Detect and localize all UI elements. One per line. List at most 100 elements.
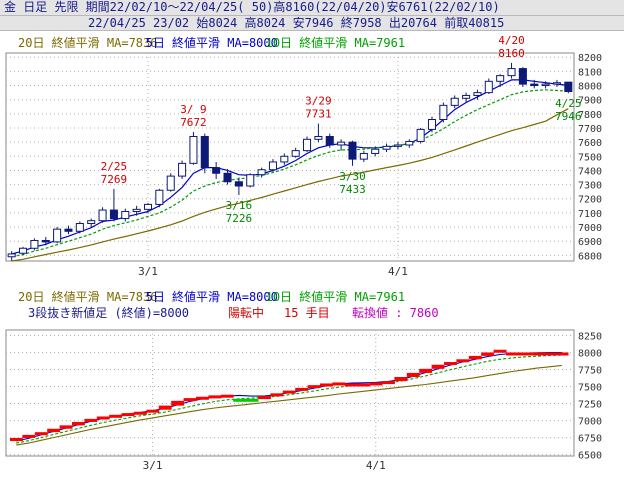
candle [314, 135, 323, 140]
trend-state: 陽転中 [228, 305, 264, 320]
candle [189, 135, 198, 164]
candle [109, 209, 118, 220]
candle [303, 138, 312, 152]
shinne-brick [357, 383, 371, 387]
candle [393, 144, 402, 147]
candle [291, 150, 300, 157]
shinne-brick [468, 355, 482, 360]
y-tick-label: 7600 [578, 138, 602, 149]
annotation-value: 7731 [305, 108, 332, 121]
candle [268, 161, 277, 171]
y-tick-label: 7200 [578, 195, 602, 206]
candle [325, 135, 334, 146]
y-tick-label: 7000 [578, 417, 602, 428]
shinne-brick [543, 352, 557, 356]
candle [359, 152, 368, 160]
candlestick-panel: 6800 6900 7000 7100 7200 7300 7400 7500 7600 7700… [0, 31, 624, 290]
shinne-brick [171, 400, 185, 406]
y-tick-label: 7100 [578, 209, 602, 220]
shinne-brick [394, 376, 408, 382]
candle [552, 82, 561, 85]
shinne-brick [332, 382, 346, 386]
shinne-brick [84, 418, 98, 422]
y-tick-label: 8250 [578, 331, 602, 342]
shinne-brick [270, 393, 284, 397]
annotation-date: 3/30 [339, 170, 366, 183]
shinne-brick [481, 352, 495, 356]
shinne-brick [233, 398, 247, 402]
annotation-date: 2/25 [101, 160, 128, 173]
shinne-brick [196, 396, 209, 400]
y-tick-label: 6500 [578, 451, 602, 462]
shinne-brick [96, 416, 110, 420]
y-tick-label: 7800 [578, 110, 602, 121]
shinne-brick [419, 368, 433, 373]
shinne-brick [320, 383, 333, 387]
candle [405, 140, 414, 146]
candle [64, 228, 73, 232]
candle [348, 141, 357, 160]
header-info-line: 金 日足 先限 期間22/02/10～22/04/25( 50)高8160(22… [0, 0, 624, 16]
candle [87, 220, 96, 225]
shinne-brick [369, 382, 383, 386]
candle [541, 83, 550, 87]
candle [7, 253, 16, 258]
shinne-brick [431, 364, 445, 369]
annotation-value: 7946 [555, 110, 582, 123]
candle [280, 155, 289, 163]
shinne-brick [406, 372, 420, 377]
y-tick-label: 7500 [578, 383, 602, 394]
candle [416, 128, 425, 142]
shinne-brick [72, 421, 85, 426]
x-tick-label: 4/1 [366, 459, 386, 472]
candle [200, 135, 209, 169]
annotation-value: 7269 [101, 173, 128, 186]
candle [382, 145, 391, 150]
reversal-value: 転換値 : 7860 [352, 305, 439, 320]
candle [178, 162, 187, 177]
ma-line [16, 364, 562, 446]
candle [496, 75, 505, 82]
legend-entry: 10日 終値平滑 MA=7961 [266, 290, 405, 304]
candle [518, 68, 527, 85]
candle [530, 83, 539, 87]
y-tick-label: 7000 [578, 223, 602, 234]
y-tick-label: 7750 [578, 366, 602, 377]
candle [30, 239, 39, 249]
shinne-brick [530, 352, 544, 356]
plot-frame [5, 329, 575, 457]
y-tick-label: 6800 [578, 251, 602, 262]
shinne-brick [220, 394, 234, 398]
y-tick-label: 7400 [578, 166, 602, 177]
candle [53, 228, 62, 243]
candlestick-chart: 6800 6900 7000 7100 7200 7300 7400 7500 7600 7700… [5, 34, 602, 278]
annotation-value: 7672 [180, 116, 207, 129]
candle [427, 119, 437, 130]
x-tick-label: 3/1 [138, 265, 158, 278]
candle [371, 148, 380, 154]
candle [439, 104, 448, 121]
candle [462, 94, 471, 99]
shinne-brick [146, 409, 160, 413]
shinne-brick [555, 352, 569, 356]
shinne-brick [158, 405, 172, 410]
shinne-brick [22, 434, 36, 438]
shinne-brick [295, 387, 309, 391]
y-tick-label: 7500 [578, 152, 602, 163]
candle [246, 174, 255, 187]
shinne-brick [258, 396, 271, 400]
y-tick-label: 7700 [578, 124, 602, 135]
annotation-value: 8160 [498, 47, 525, 60]
candle [19, 247, 28, 254]
candle [75, 223, 84, 232]
candle [473, 92, 482, 96]
shinne-brick [382, 381, 395, 385]
annotation-date: 3/29 [305, 95, 332, 108]
shinne-brick [59, 425, 73, 429]
legend-entry: 5日 終値平滑 MA=8000 [146, 290, 278, 304]
x-tick-label: 3/1 [143, 459, 163, 472]
y-tick-label: 6900 [578, 237, 602, 248]
legend-entry: 20日 終値平滑 MA=7836 [18, 35, 157, 50]
step-count: 15 手目 [284, 306, 330, 320]
plot-frame [5, 52, 575, 262]
